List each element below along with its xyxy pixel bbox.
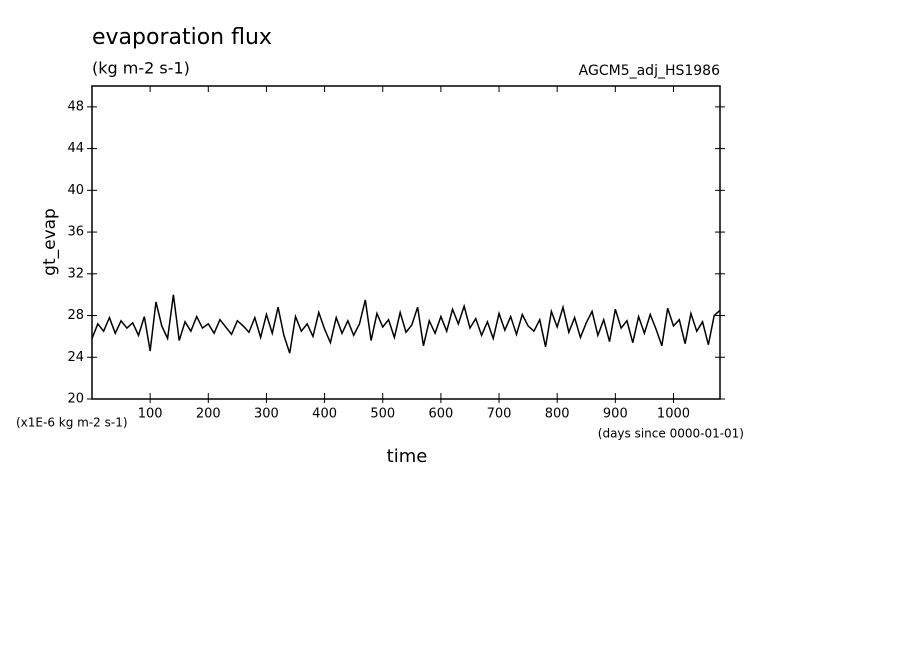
x-axis-label: time xyxy=(387,446,428,467)
x-tick-label: 300 xyxy=(254,407,279,422)
y-tick-label: 44 xyxy=(67,141,84,156)
y-tick-label: 40 xyxy=(67,183,84,198)
x-tick-label: 1000 xyxy=(657,407,690,422)
chart-title: evaporation flux xyxy=(92,25,272,50)
data-line xyxy=(91,294,721,354)
x-tick-label: 100 xyxy=(138,407,163,422)
x-tick-label: 200 xyxy=(196,407,221,422)
y-tick-label: 32 xyxy=(67,266,84,281)
x-tick-label: 500 xyxy=(370,407,395,422)
y-tick-label: 28 xyxy=(67,308,84,323)
y-tick-label: 36 xyxy=(67,225,84,240)
y-axis-label: gt_evap xyxy=(40,208,60,276)
x-tick-label: 800 xyxy=(545,407,570,422)
x-tick-label: 600 xyxy=(428,407,453,422)
annotation: AGCM5_adj_HS1986 xyxy=(579,63,720,79)
chart-subtitle: (kg m-2 s-1) xyxy=(92,59,190,78)
x-tick-label: 400 xyxy=(312,407,337,422)
y-unit: (x1E-6 kg m-2 s-1) xyxy=(16,416,128,430)
x-tick-label: 700 xyxy=(487,407,512,422)
x-unit: (days since 0000-01-01) xyxy=(598,427,744,441)
plot-frame xyxy=(91,85,721,400)
y-tick-label: 24 xyxy=(67,350,84,365)
x-tick-label: 900 xyxy=(603,407,628,422)
y-tick-label: 20 xyxy=(67,392,84,407)
y-tick-label: 48 xyxy=(67,99,84,114)
